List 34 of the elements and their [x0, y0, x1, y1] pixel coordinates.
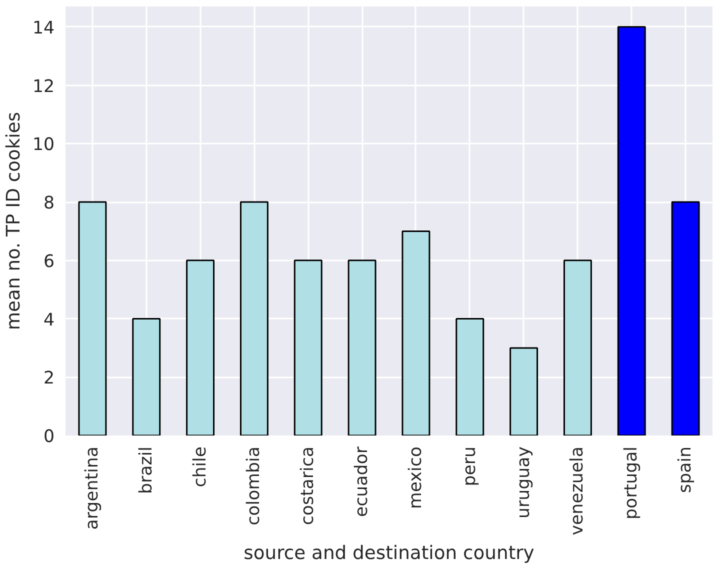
x-tick-label: chile: [190, 446, 210, 488]
x-tick-label: argentina: [82, 446, 102, 530]
y-tick-label: 8: [43, 194, 55, 214]
y-tick-label: 0: [43, 427, 55, 447]
bar: [78, 201, 107, 436]
y-axis-title: mean no. TP ID cookies: [3, 112, 24, 330]
bar: [186, 260, 215, 436]
bar: [294, 260, 322, 436]
bar: [348, 260, 376, 436]
bar: [402, 230, 430, 436]
x-tick-label: mexico: [406, 446, 426, 509]
bar: [671, 201, 700, 436]
x-tick-label: ecuador: [352, 446, 372, 518]
y-tick-label: 4: [43, 310, 55, 330]
y-tick-label: 10: [32, 135, 55, 156]
bar: [456, 318, 484, 436]
y-tick-label: 12: [32, 76, 55, 97]
x-tick-label: costarica: [298, 446, 318, 526]
bar: [132, 318, 161, 436]
x-tick-label: brazil: [136, 446, 156, 494]
x-tick-label: portugal: [622, 446, 642, 520]
y-tick-label: 14: [32, 18, 55, 38]
bar: [240, 201, 268, 436]
x-tick-label: peru: [460, 446, 480, 486]
y-tick-label: 6: [43, 252, 55, 272]
x-tick-label: venezuela: [568, 446, 588, 536]
y-tick-label: 2: [43, 368, 55, 389]
x-tick-label: spain: [676, 446, 696, 493]
bar: [617, 26, 646, 436]
x-axis-title: source and destination country: [244, 543, 534, 564]
x-tick-label: colombia: [244, 446, 264, 526]
bar: [510, 347, 538, 436]
x-tick-label: uruguay: [514, 446, 534, 518]
bar: [563, 260, 592, 436]
